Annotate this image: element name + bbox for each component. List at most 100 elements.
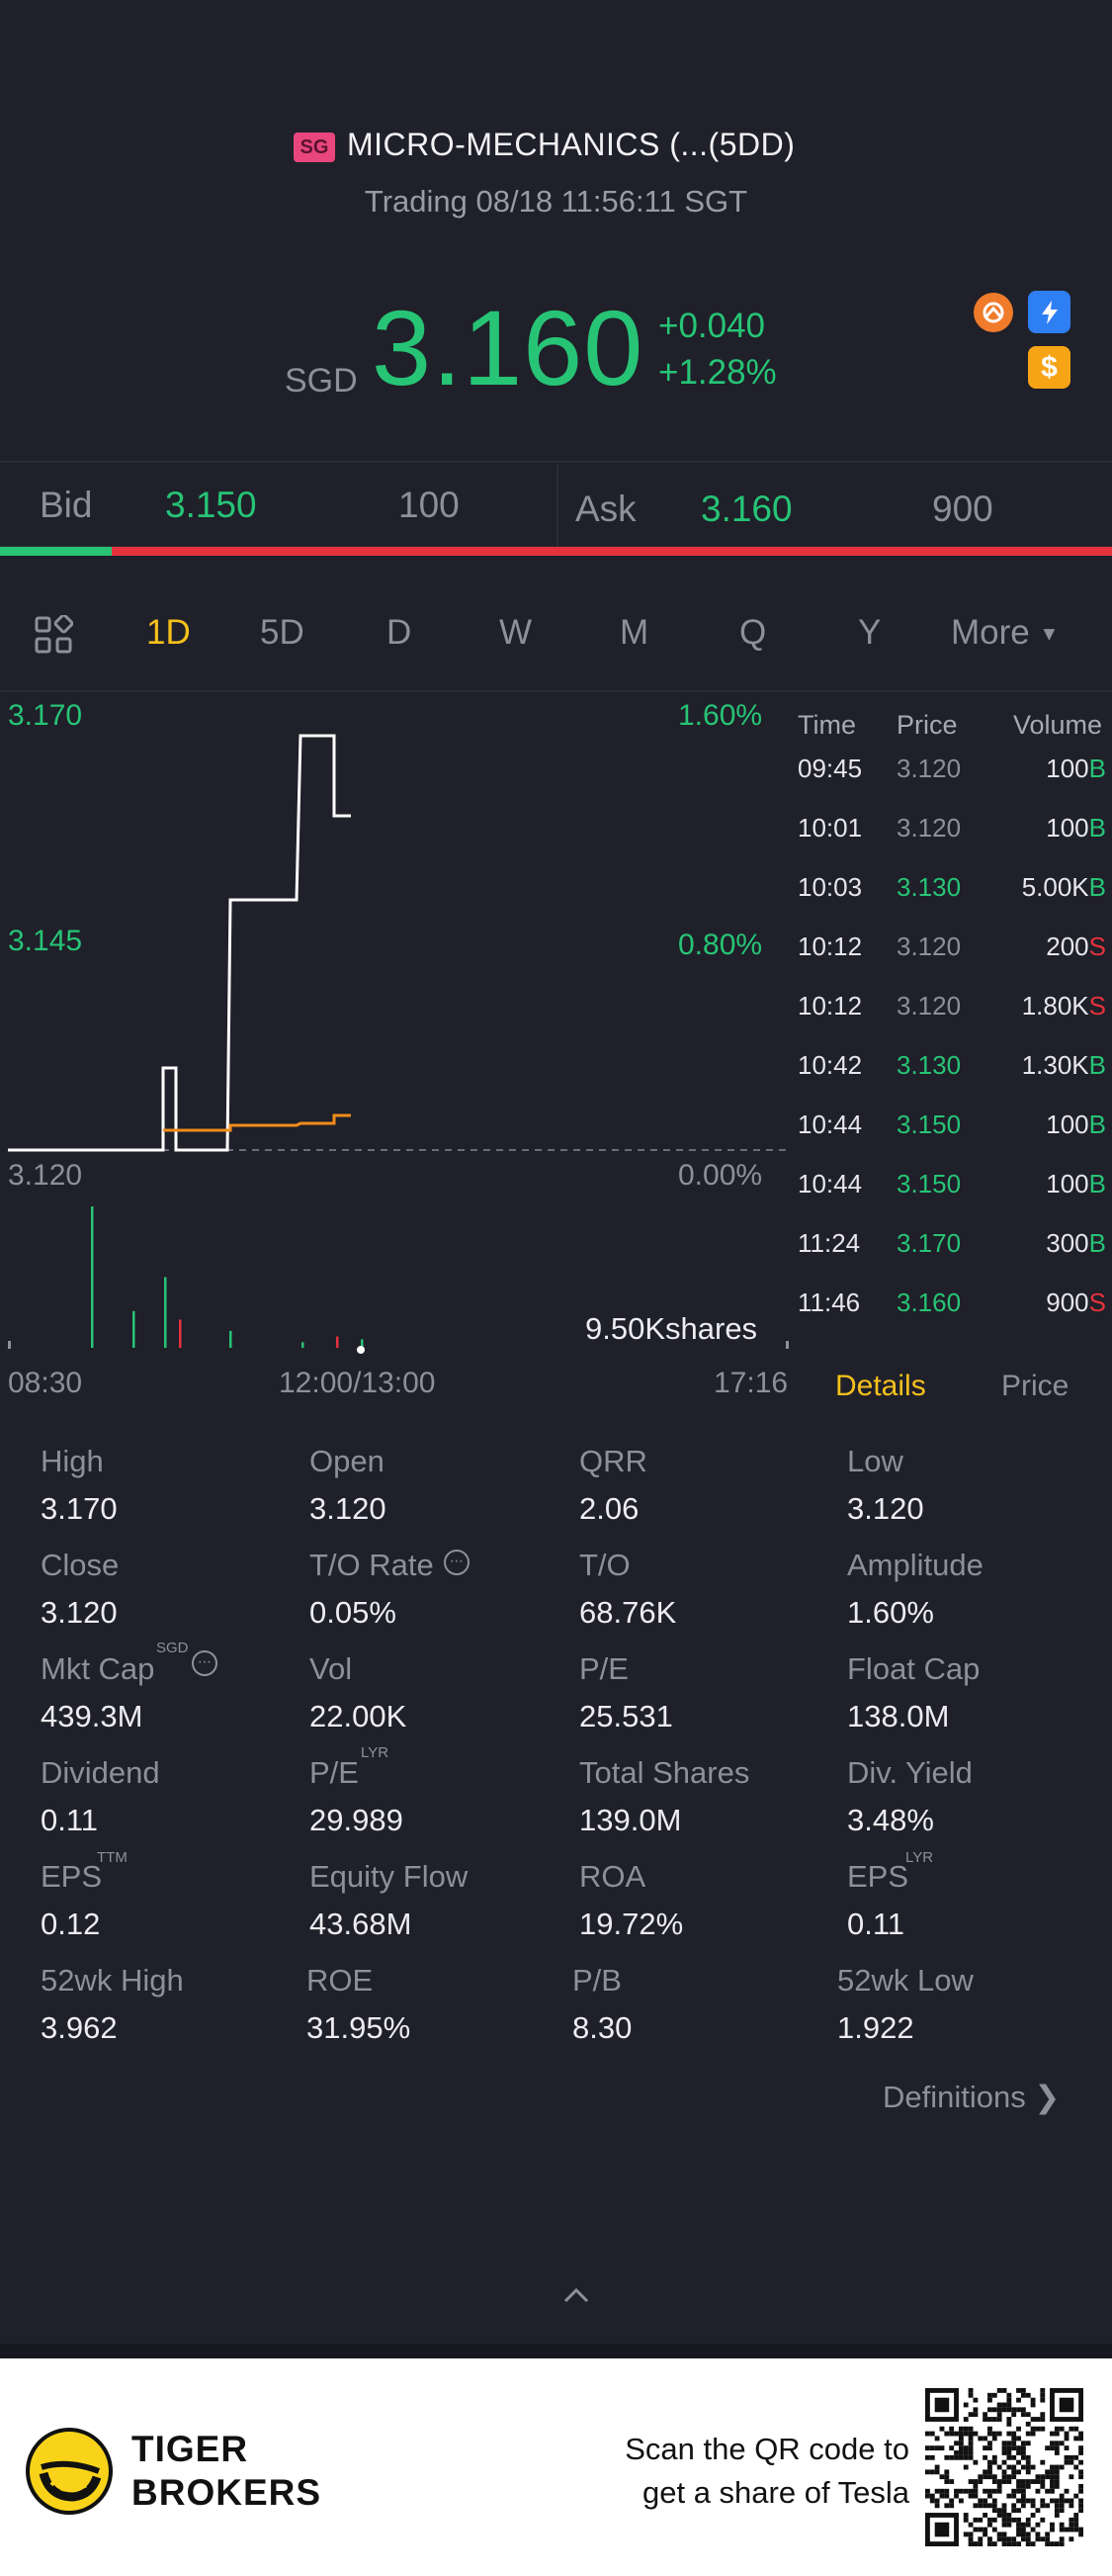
ask-ratio-bar [112, 547, 1112, 556]
trade-row: 09:45 3.120 100B [791, 754, 1112, 813]
stat-value: 25.531 [579, 1699, 673, 1733]
lightning-icon[interactable] [1028, 291, 1070, 333]
stat-label: Low [847, 1444, 903, 1478]
brand-name: TIGER BROKERS [131, 2428, 321, 2515]
tab-details[interactable]: Details [835, 1370, 926, 1402]
definitions-label[interactable]: Definitions [883, 2080, 1026, 2114]
volume-bar [229, 1330, 232, 1348]
trade-price: 3.120 [897, 991, 962, 1021]
stat-label: 52wk Low [837, 1963, 974, 1998]
bid-ratio-bar [0, 547, 112, 556]
volume-bar [336, 1336, 339, 1348]
collapse-up-icon[interactable] [563, 2287, 589, 2308]
tab-week[interactable]: W [499, 613, 533, 652]
volume-bar [164, 1277, 167, 1348]
bid-size: 100 [398, 485, 460, 525]
stat-label: High [41, 1444, 104, 1478]
stat-label: ROE [306, 1963, 374, 1998]
trade-time: 09:45 [798, 754, 863, 783]
tab-day[interactable]: D [386, 613, 412, 652]
trade-time: 10:12 [798, 932, 863, 961]
x-axis-start-label: 08:30 [8, 1367, 83, 1399]
stat-value: 29.989 [309, 1803, 403, 1837]
x-axis-tick-end [786, 1341, 789, 1349]
trade-side: S [1088, 932, 1106, 961]
trade-volume: 100B [1046, 754, 1106, 784]
tab-more-label[interactable]: More [951, 613, 1030, 652]
tab-month[interactable]: M [620, 613, 649, 652]
chart-top-divider [0, 690, 1112, 692]
tab-5d[interactable]: 5D [260, 613, 304, 652]
stat-value: 0.11 [847, 1907, 905, 1941]
stat-value: 139.0M [579, 1803, 682, 1837]
tab-price[interactable]: Price [1001, 1370, 1069, 1402]
currency-label: SGD [285, 362, 358, 400]
trade-volume: 1.30KB [1022, 1050, 1106, 1081]
trade-price: 3.130 [897, 872, 962, 902]
intraday-chart[interactable] [0, 692, 791, 1365]
stat-label: Mkt Cap [41, 1651, 155, 1686]
trade-side: S [1088, 1288, 1106, 1317]
volume-bar [91, 1206, 94, 1348]
stat-label: Vol [309, 1651, 353, 1686]
tiger-logo-icon [26, 2428, 113, 2515]
ask-price[interactable]: 3.160 [701, 489, 793, 529]
trade-row: 10:42 3.130 1.30KB [791, 1050, 1112, 1110]
stat-value: 0.05% [309, 1595, 396, 1630]
pct-axis-bottom-label: 0.00% [678, 1159, 763, 1192]
stat-label: Amplitude [847, 1548, 984, 1582]
trade-price: 3.120 [897, 932, 962, 961]
y-axis-top-label: 3.170 [8, 699, 83, 732]
to-rate-info-icon[interactable]: ⋯ [444, 1550, 470, 1575]
trade-time: 11:24 [798, 1228, 861, 1258]
trade-volume-value: 300 [1046, 1228, 1089, 1258]
trade-side: B [1088, 813, 1106, 843]
tab-quarter[interactable]: Q [739, 613, 767, 652]
trade-time: 10:42 [798, 1050, 863, 1080]
definitions-link[interactable]: Definitions ❯ [883, 2080, 1060, 2115]
stock-title[interactable]: MICRO-MECHANICS (...(5DD) [347, 127, 796, 162]
promo-text: Scan the QR code to get a share of Tesla [625, 2428, 909, 2515]
average-price-line [163, 1113, 351, 1132]
orange-badge-icon[interactable] [974, 293, 1013, 332]
stats-grid: High 3.170 Open 3.120 QRR 2.06 Low 3.120 Close 3.… [0, 1444, 1112, 2057]
trade-row: 10:44 3.150 100B [791, 1110, 1112, 1169]
ask-size: 900 [932, 489, 993, 529]
eps-ttm-sup: TTM [97, 1849, 128, 1866]
dollar-icon[interactable]: $ [1028, 346, 1070, 389]
trade-price: 3.120 [897, 813, 962, 843]
last-price: 3.160 [372, 288, 644, 407]
trade-volume-value: 1.30K [1021, 1050, 1089, 1080]
stat-value: 0.12 [41, 1907, 101, 1941]
stat-label: QRR [579, 1444, 647, 1478]
trade-row: 10:12 3.120 200S [791, 932, 1112, 991]
trades-list[interactable]: 09:45 3.120 100B 10:01 3.120 100B 10:03 3.130 5.… [791, 754, 1112, 1347]
tab-1d[interactable]: 1D [146, 613, 191, 652]
tab-more[interactable]: More ▼ [951, 613, 1059, 653]
caret-down-icon: ▼ [1039, 623, 1060, 646]
brand-line-1: TIGER [131, 2429, 249, 2469]
mkt-cap-info-icon[interactable]: ⋯ [192, 1650, 217, 1676]
price-line [8, 734, 351, 1152]
stat-value: 19.72% [579, 1907, 684, 1941]
promo-line-2: get a share of Tesla [642, 2475, 909, 2510]
market-badge: SG [294, 133, 335, 162]
trade-volume: 300B [1046, 1228, 1106, 1259]
pct-axis-mid-label: 0.80% [678, 929, 763, 961]
bid-price[interactable]: 3.150 [165, 485, 257, 525]
trade-row: 11:24 3.170 300B [791, 1228, 1112, 1288]
current-time-dot [357, 1346, 365, 1354]
trade-row: 11:46 3.160 900S [791, 1288, 1112, 1347]
stat-label: EPS [41, 1859, 103, 1894]
trade-volume-value: 100 [1046, 813, 1089, 843]
chevron-right-icon: ❯ [1034, 2080, 1061, 2114]
price-change-percent: +1.28% [658, 353, 777, 392]
qr-code-icon[interactable] [925, 2388, 1083, 2546]
tab-year[interactable]: Y [858, 613, 882, 652]
promo-line-1: Scan the QR code to [625, 2432, 909, 2466]
trade-volume: 1.80KS [1022, 991, 1106, 1022]
trade-time: 11:46 [798, 1288, 861, 1317]
trade-volume: 100B [1046, 1169, 1106, 1199]
trade-side: B [1088, 1110, 1106, 1139]
grid-icon[interactable] [34, 613, 74, 655]
